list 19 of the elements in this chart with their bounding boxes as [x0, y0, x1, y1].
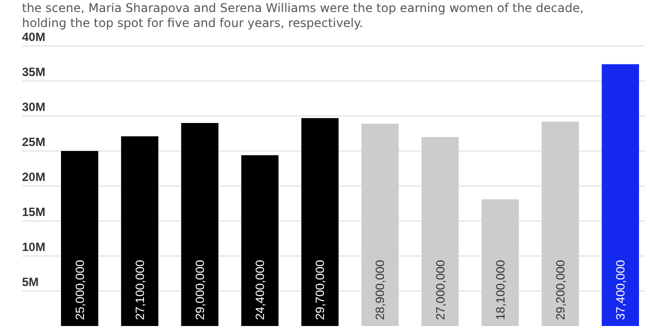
y-tick-label: 40M [22, 30, 46, 44]
data-label: 24,400,000 [253, 260, 268, 320]
data-label: 29,700,000 [313, 260, 328, 320]
data-label: 27,000,000 [433, 260, 448, 320]
data-label: 28,900,000 [373, 260, 388, 320]
data-label: 29,200,000 [553, 260, 568, 320]
chart-subtitle: the scene, Maria Sharapova and Serena Williams were the top earning women of the decade, holding the top spot for five and four years, respectively. [22, 1, 584, 30]
data-label: 18,100,000 [493, 260, 508, 320]
data-label: 25,000,000 [72, 260, 87, 320]
data-label: 29,000,000 [192, 260, 207, 320]
y-tick-label: 10M [22, 240, 46, 254]
y-tick-label: 35M [22, 65, 46, 79]
y-tick-label: 5M [22, 275, 39, 289]
y-tick-label: 20M [22, 170, 46, 184]
y-tick-label: 25M [22, 135, 46, 149]
data-label: 27,100,000 [132, 260, 147, 320]
y-tick-label: 30M [22, 100, 46, 114]
data-label: 37,400,000 [614, 260, 628, 320]
y-tick-label: 15M [22, 205, 46, 219]
